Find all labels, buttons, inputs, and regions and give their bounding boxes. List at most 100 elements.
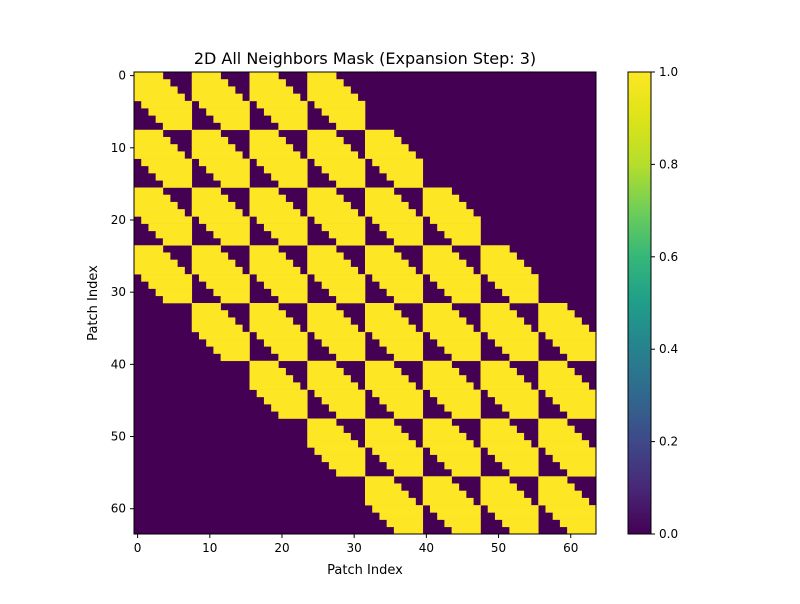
heatmap-cell	[545, 447, 596, 455]
y-axis-label: Patch Index	[86, 265, 101, 341]
heatmap-cell	[444, 462, 480, 470]
heatmap-cell	[365, 433, 409, 441]
heatmap-cell	[495, 397, 539, 405]
heatmap-cell	[206, 339, 250, 347]
heatmap-cell	[379, 455, 423, 463]
y-axis: 0102030405060	[111, 69, 134, 516]
heatmap-cell	[199, 216, 250, 224]
heatmap-cell	[307, 137, 343, 145]
heatmap-cell	[365, 310, 401, 318]
heatmap-cell	[365, 202, 409, 210]
heatmap-cell	[560, 520, 596, 528]
colorbar-tick-label: 0.4	[659, 342, 678, 356]
heatmap-cell	[307, 209, 358, 217]
heatmap-cell	[423, 375, 467, 383]
heatmap-cell	[307, 151, 358, 159]
heatmap-cell	[221, 180, 250, 188]
heatmap-cell	[307, 130, 336, 138]
heatmap-cell	[495, 455, 539, 463]
heatmap-cell	[307, 72, 336, 80]
heatmap-cell	[372, 505, 423, 513]
heatmap-cell	[192, 72, 221, 80]
heatmap-cell	[481, 267, 532, 275]
heatmap-cell	[271, 404, 307, 412]
heatmap-cell	[134, 137, 170, 145]
heatmap-cell	[372, 390, 423, 398]
heatmap-cell	[250, 325, 301, 333]
y-tick-label: 60	[111, 502, 126, 516]
heatmap-cell	[365, 252, 401, 260]
heatmap-cell	[199, 274, 250, 282]
heatmap-cell	[264, 339, 308, 347]
heatmap-cell	[365, 476, 394, 484]
heatmap-cell	[307, 426, 343, 434]
colorbar	[628, 72, 651, 534]
heatmap-cell	[481, 368, 517, 376]
heatmap-cell	[206, 224, 250, 232]
heatmap-cell	[444, 289, 480, 297]
heatmap-cell	[134, 202, 178, 210]
heatmap-cell	[322, 281, 366, 289]
heatmap-cell	[560, 346, 596, 354]
heatmap-cell	[423, 325, 474, 333]
heatmap-cell	[307, 86, 351, 94]
x-axis: 0 10 20 30 40 50 60	[134, 534, 579, 555]
heatmap-cell	[314, 101, 365, 109]
heatmap-cell	[423, 440, 474, 448]
heatmap-cell	[365, 303, 394, 311]
heatmap-cell	[394, 527, 423, 535]
heatmap-cell	[423, 382, 474, 390]
heatmap-cell	[250, 79, 286, 87]
heatmap-cell	[452, 238, 481, 246]
heatmap-cell	[134, 267, 185, 275]
heatmap-cell	[538, 375, 582, 383]
heatmap-cell	[560, 404, 596, 412]
heatmap-cell	[271, 173, 307, 181]
heatmap-cell	[336, 411, 365, 419]
heatmap-cell	[199, 101, 250, 109]
heatmap-cell	[134, 245, 163, 253]
heatmap-cell	[307, 79, 343, 87]
heatmap-cell	[481, 476, 510, 484]
heatmap-cell	[307, 310, 343, 318]
heatmap-cell	[213, 289, 249, 297]
heatmap-cell	[307, 325, 358, 333]
heatmap-cell	[329, 404, 365, 412]
heatmap-cell	[307, 195, 343, 203]
heatmap-cell	[213, 173, 249, 181]
heatmap-cell	[329, 289, 365, 297]
heatmap-cell	[394, 469, 423, 477]
heatmap-cell	[423, 483, 459, 491]
heatmap-cell	[250, 72, 279, 80]
heatmap-cell	[481, 375, 525, 383]
heatmap-cell	[423, 317, 467, 325]
heatmap-cell	[329, 173, 365, 181]
heatmap-cell	[336, 123, 365, 131]
y-tick-label: 10	[111, 141, 126, 155]
y-tick-label: 40	[111, 357, 126, 371]
heatmap-cell	[538, 426, 574, 434]
heatmap-cell	[387, 289, 423, 297]
heatmap-cell	[423, 368, 459, 376]
heatmap-cell	[336, 296, 365, 304]
heatmap-cell	[199, 159, 250, 167]
heatmap-cell	[192, 151, 243, 159]
heatmap-cell	[192, 94, 243, 102]
heatmap-cell	[192, 245, 221, 253]
heatmap-cell	[192, 144, 236, 152]
heatmap-cell	[322, 397, 366, 405]
heatmap-cell	[192, 260, 236, 268]
heatmap-cell	[394, 238, 423, 246]
heatmap-cell	[437, 339, 481, 347]
heatmap-cell	[278, 296, 307, 304]
heatmap-cell	[545, 390, 596, 398]
heatmap-cell	[192, 86, 236, 94]
heatmap-cell	[365, 267, 416, 275]
heatmap-cell	[372, 159, 423, 167]
heatmap-cell	[481, 498, 532, 506]
heatmap-cell	[509, 527, 538, 535]
heatmap-cell	[423, 267, 474, 275]
heatmap-cell	[567, 411, 596, 419]
y-tick-label: 20	[111, 213, 126, 227]
heatmap-cell	[379, 224, 423, 232]
